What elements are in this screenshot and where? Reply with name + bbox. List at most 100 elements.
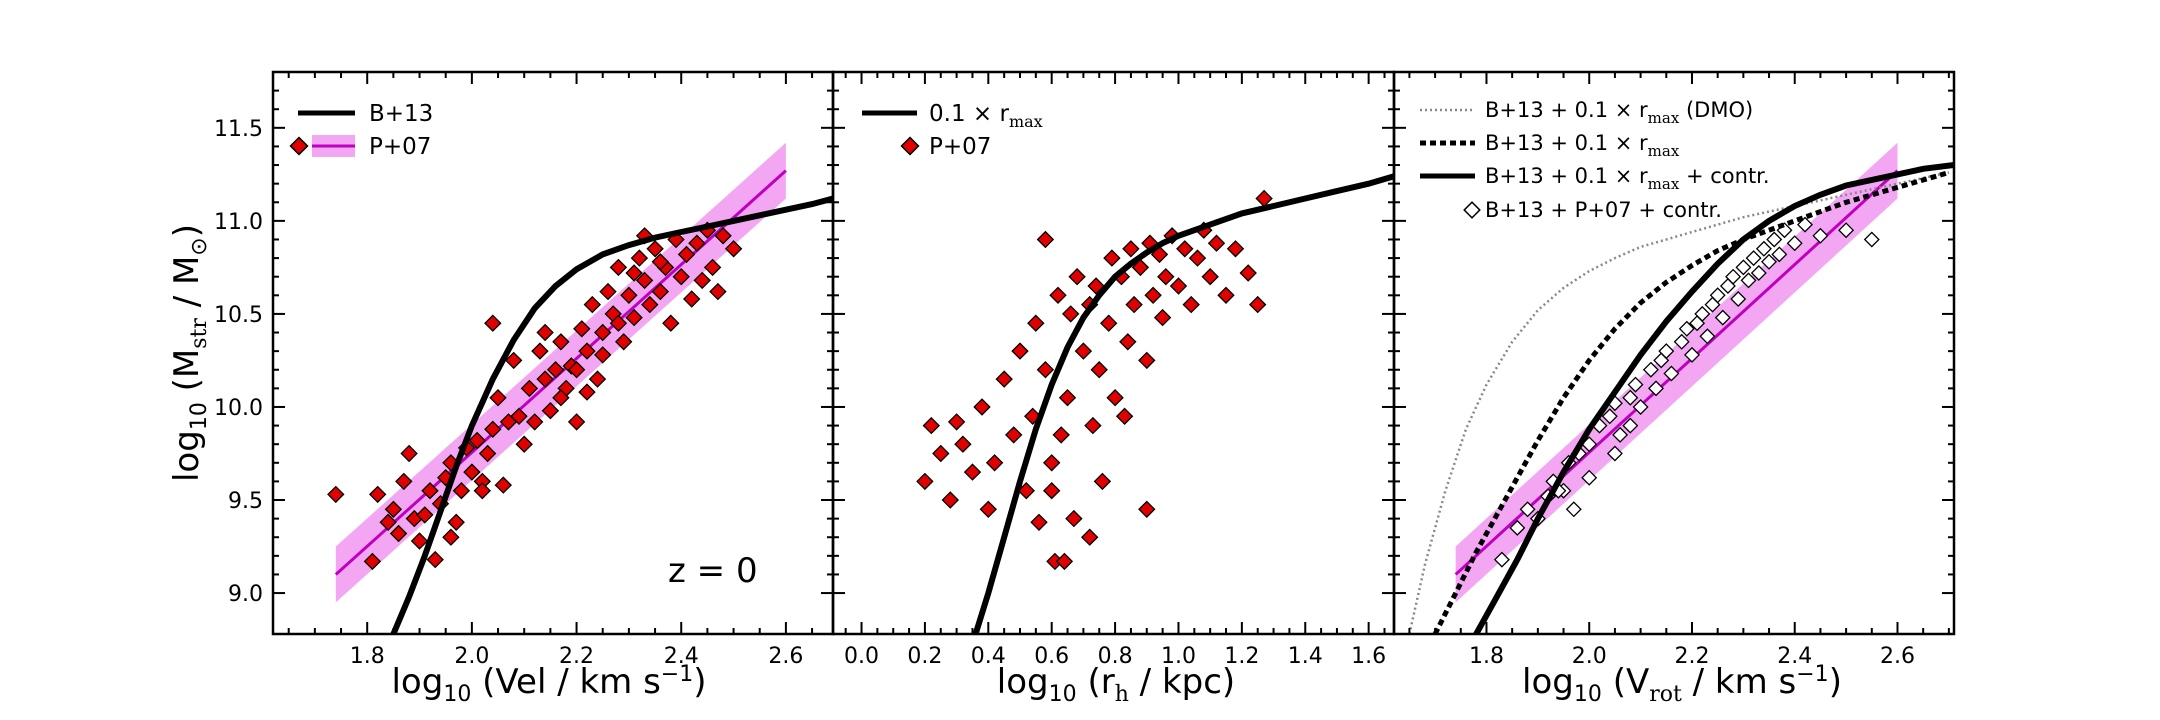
point-p07 bbox=[1030, 513, 1048, 531]
point-p07 bbox=[505, 351, 523, 370]
point-open-diamond bbox=[1673, 333, 1690, 350]
legend-vel: B+13 P+07 bbox=[289, 101, 433, 160]
point-open-diamond bbox=[1755, 240, 1772, 257]
point-p07 bbox=[625, 308, 643, 327]
x-tick-label: 2.4 bbox=[664, 644, 699, 669]
x-tick-label: 0.6 bbox=[1034, 644, 1069, 669]
point-p07 bbox=[546, 361, 565, 379]
point-p07 bbox=[594, 323, 612, 342]
point-p07 bbox=[1153, 308, 1172, 327]
x-tick-label: 0.0 bbox=[844, 644, 879, 669]
point-open-diamond bbox=[1632, 399, 1649, 415]
point-p07 bbox=[1043, 482, 1061, 500]
point-p07 bbox=[1103, 249, 1121, 267]
point-p07 bbox=[484, 420, 502, 438]
point-p07 bbox=[379, 513, 397, 531]
point-p07 bbox=[703, 258, 722, 277]
x-tick-label: 2.4 bbox=[1777, 644, 1812, 669]
point-p07 bbox=[651, 282, 669, 301]
point-p07 bbox=[552, 389, 570, 407]
y-tick-label: 10.0 bbox=[214, 396, 263, 421]
point-p07 bbox=[641, 295, 659, 314]
point-open-diamond bbox=[1745, 250, 1762, 267]
legend-label-open: B+13 + P+07 + contr. bbox=[1485, 198, 1722, 222]
point-p07 bbox=[941, 491, 959, 509]
legend-label-rmax-dashed: B+13 + 0.1 × rmax bbox=[1485, 131, 1680, 160]
point-p07 bbox=[494, 476, 512, 494]
point-p07 bbox=[1131, 258, 1150, 277]
point-p07 bbox=[693, 271, 711, 290]
point-p07 bbox=[1106, 389, 1124, 407]
point-p07 bbox=[1065, 509, 1083, 528]
point-p07 bbox=[363, 552, 382, 571]
x-tick-label: 1.6 bbox=[1351, 644, 1386, 669]
point-open-diamond bbox=[1658, 343, 1675, 360]
point-p07 bbox=[1207, 234, 1226, 252]
curve-0-1-rmax bbox=[972, 173, 1394, 634]
point-p07 bbox=[510, 407, 528, 425]
point-p07 bbox=[947, 413, 966, 431]
x-axis-label-vel: log10 (Vel / km s−1) bbox=[391, 662, 706, 707]
point-p07 bbox=[1115, 407, 1134, 425]
point-p07 bbox=[583, 295, 601, 314]
point-p07 bbox=[395, 472, 413, 491]
point-open-diamond bbox=[1761, 253, 1777, 270]
point-p07 bbox=[452, 482, 471, 500]
x-tick-label: 1.2 bbox=[1224, 644, 1259, 669]
point-p07 bbox=[536, 323, 554, 342]
point-p07 bbox=[1055, 552, 1074, 571]
point-p07 bbox=[1084, 416, 1102, 435]
point-p07 bbox=[421, 482, 439, 500]
point-p07 bbox=[1122, 240, 1140, 258]
point-open-diamond bbox=[1509, 519, 1526, 536]
point-p07 bbox=[473, 472, 491, 491]
redshift-annotation: z = 0 bbox=[668, 551, 758, 591]
point-p07 bbox=[1144, 286, 1162, 304]
point-p07 bbox=[536, 370, 554, 388]
point-p07 bbox=[714, 227, 732, 245]
axes-frame bbox=[1392, 70, 1956, 636]
point-p07 bbox=[672, 268, 690, 286]
point-p07 bbox=[484, 314, 502, 332]
legend-marker-open bbox=[1463, 201, 1481, 219]
point-open-diamond bbox=[1766, 231, 1783, 248]
point-p07 bbox=[442, 528, 460, 546]
point-open-diamond bbox=[1684, 346, 1700, 363]
point-open-diamond bbox=[1493, 551, 1510, 568]
x-tick-label: 2.6 bbox=[1880, 644, 1915, 669]
point-p07 bbox=[1138, 500, 1156, 518]
point-open-diamond bbox=[1622, 389, 1639, 406]
point-p07 bbox=[578, 342, 596, 360]
point-p07 bbox=[1239, 264, 1257, 282]
point-p07 bbox=[1081, 528, 1099, 546]
point-p07 bbox=[426, 550, 444, 569]
point-p07 bbox=[662, 314, 680, 332]
legend-marker-p07 bbox=[289, 136, 309, 156]
x-tick-label: 1.8 bbox=[1469, 644, 1504, 669]
point-p07 bbox=[489, 389, 507, 407]
y-tick-label: 11.5 bbox=[214, 117, 263, 142]
point-open-diamond bbox=[1838, 222, 1855, 239]
point-p07 bbox=[1052, 426, 1070, 444]
x-tick-label: 0.4 bbox=[971, 644, 1006, 669]
x-tick-label: 2.0 bbox=[454, 644, 489, 669]
x-tick-label: 1.0 bbox=[1161, 644, 1196, 669]
point-p07 bbox=[400, 444, 418, 463]
y-tick-label: 9.5 bbox=[228, 489, 263, 514]
point-p07 bbox=[416, 506, 434, 524]
legend-rh: 0.1 × rmax P+07 bbox=[862, 101, 1043, 160]
point-open-diamond bbox=[1565, 501, 1582, 518]
point-p07 bbox=[615, 333, 633, 351]
legend-label-rmax: 0.1 × rmax bbox=[929, 101, 1043, 131]
point-p07 bbox=[389, 524, 408, 543]
curve-b-13-0-1-rmax bbox=[1432, 170, 1950, 634]
svg-text:log10 (Mstr / M⊙): log10 (Mstr / M⊙) bbox=[167, 224, 212, 482]
point-open-diamond bbox=[1519, 501, 1536, 518]
point-p07 bbox=[979, 500, 997, 518]
panel-vel: 1.8 2.0 2.2 2.4 2.6 9.0 9.5 10.0 10.5 11.0 11.5 z … bbox=[214, 70, 835, 707]
x-axis-label-vrot: log10 (Vrot / km s−1) bbox=[1522, 662, 1842, 707]
point-p07 bbox=[463, 463, 481, 481]
x-tick-label: 1.8 bbox=[350, 644, 385, 669]
panel-vrot: 1.8 2.0 2.2 2.4 2.6 B+13 + 0.1 × rmax (DMO) … bbox=[1392, 70, 1956, 707]
